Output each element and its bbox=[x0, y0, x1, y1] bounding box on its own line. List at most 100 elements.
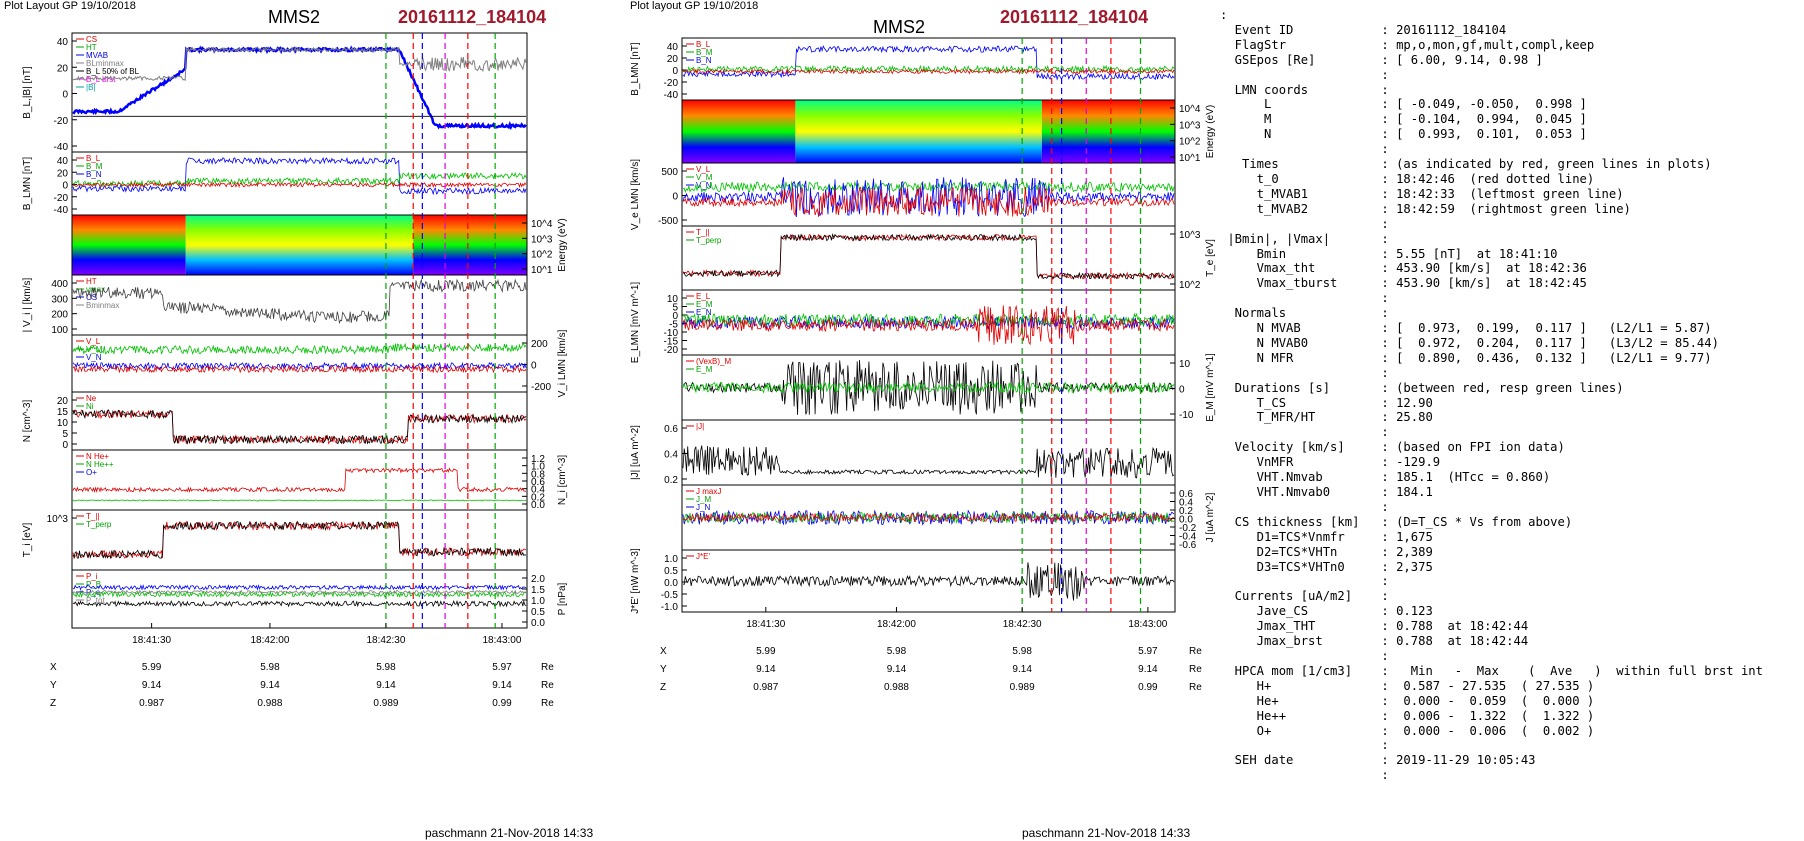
info-line: LMN coords : bbox=[1234, 82, 1389, 97]
mid-ytick-label: 10^3 bbox=[1179, 120, 1201, 131]
left-series-line bbox=[72, 171, 527, 188]
info-line: : bbox=[1381, 499, 1389, 514]
mid-ylabel: J*E' [nW m^-3] bbox=[630, 548, 641, 614]
info-line: Bmin : 5.55 [nT] at 18:41:10 bbox=[1256, 246, 1558, 261]
left-ytick-label: 5 bbox=[62, 429, 68, 440]
left-series-line bbox=[72, 278, 527, 325]
left-orbit-label: X bbox=[50, 662, 57, 673]
info-line: : bbox=[1381, 216, 1389, 231]
left-orbit-unit: Re bbox=[541, 698, 554, 709]
left-ylabel: B_LMN [nT] bbox=[22, 157, 33, 211]
mid-panel-frame bbox=[681, 419, 1176, 486]
mid-legend-label: V_L bbox=[696, 165, 711, 174]
left-series-line bbox=[72, 520, 527, 560]
mid-panel: 1.00.50.0-0.5-1.0 J*E' [nW m^-3] J*E' bbox=[630, 548, 1176, 614]
left-ytick-label: 100 bbox=[51, 325, 68, 336]
info-line: He+ : 0.000 - 0.059 ( 0.000 ) bbox=[1256, 693, 1595, 708]
mid-ytick-label: -10 bbox=[664, 328, 679, 339]
left-ytick-label: 0.5 bbox=[531, 607, 545, 618]
mid-legend-label: J_M bbox=[696, 495, 711, 504]
mid-ytick-label: 10^1 bbox=[1179, 153, 1201, 164]
mid-panel: 500 0 -500 V_e LMN [km/s] V_LV_MV_N bbox=[630, 159, 1176, 230]
mid-ytick-label: 0.4 bbox=[1179, 498, 1193, 509]
mid-legend-label: V_N bbox=[696, 181, 712, 190]
mid-ytick-label: -40 bbox=[664, 90, 679, 101]
mid-series-line bbox=[682, 233, 1175, 280]
left-series-line bbox=[72, 156, 527, 196]
info-line: : bbox=[1381, 142, 1389, 157]
mid-ytick-label: 0.5 bbox=[664, 566, 678, 577]
left-ytick-label: 400 bbox=[51, 279, 68, 290]
mid-ylabel-right: Energy (eV) bbox=[1205, 105, 1216, 158]
left-ytick-label: 1.0 bbox=[531, 462, 545, 473]
info-line: Times : (as indicated by red, green line… bbox=[1242, 157, 1712, 172]
mid-ylabel-right: J [uA m^-2] bbox=[1205, 492, 1216, 542]
left-orbit-value: 9.14 bbox=[492, 680, 512, 691]
mid-orbit-value: 9.14 bbox=[1012, 664, 1032, 675]
mid-orbit-value: 9.14 bbox=[1138, 664, 1158, 675]
mid-series-line bbox=[682, 45, 1175, 81]
mid-orbit-value: 9.14 bbox=[756, 664, 776, 675]
mid-ylabel: |J| [uA m^-2] bbox=[630, 425, 641, 480]
left-ytick-label: -40 bbox=[54, 142, 69, 153]
info-line: : bbox=[1381, 738, 1389, 753]
mid-orbit-value: 5.97 bbox=[1138, 646, 1158, 657]
info-line: CS thickness [km] : (D=T_CS * Vs from ab… bbox=[1234, 514, 1573, 529]
left-ytick-label: 10^3 bbox=[531, 234, 553, 245]
mid-ytick-label: 500 bbox=[661, 167, 678, 178]
left-legend-label: B_L bbox=[86, 154, 101, 163]
left-legend-label: MVAB bbox=[86, 51, 108, 60]
info-line: HPCA mom [1/cm3] : Min - Max ( Ave ) wit… bbox=[1234, 663, 1763, 678]
mid-series-line bbox=[682, 512, 1175, 523]
left-orbit-value: 0.988 bbox=[257, 698, 282, 709]
mid-ytick-label: 5 bbox=[672, 303, 678, 314]
info-line: D3=TCS*VHTn0 : 2,375 bbox=[1256, 559, 1433, 574]
info-line: VHT.Nmvab0 : 184.1 bbox=[1256, 485, 1433, 499]
left-ytick-label: 20 bbox=[57, 63, 69, 74]
mid-ylabel: B_LMN [nT] bbox=[630, 42, 641, 96]
left-ytick-label: 10^4 bbox=[531, 219, 553, 230]
mid-orbit-value: 0.989 bbox=[1010, 682, 1035, 693]
mid-xtick-label: 18:41:30 bbox=[746, 619, 785, 630]
mid-ytick-label: 10^4 bbox=[1179, 104, 1201, 115]
left-xtick-label: 18:43:00 bbox=[483, 635, 522, 646]
info-line: t_0 : 18:42:46 (red dotted line) bbox=[1256, 171, 1595, 186]
info-line: : bbox=[1381, 648, 1389, 663]
left-ytick-label: 20 bbox=[57, 396, 69, 407]
left-spectrogram-block bbox=[413, 215, 527, 275]
left-panel: 1.21.00.80.60.40.20.0 N_i [cm^-3] N He+N H… bbox=[71, 449, 568, 511]
mid-series-line bbox=[682, 68, 1175, 75]
info-line: He++ : 0.006 - 1.322 ( 1.322 ) bbox=[1256, 708, 1595, 723]
mid-ytick-label: 0.6 bbox=[1179, 489, 1193, 500]
left-series-line bbox=[72, 409, 527, 445]
mid-legend-label: E_M bbox=[696, 300, 713, 309]
mid-xtick-label: 18:43:00 bbox=[1128, 619, 1167, 630]
mid-orbit-unit: Re bbox=[1189, 682, 1202, 693]
info-line: Jave_CS : 0.123 bbox=[1256, 604, 1433, 619]
mid-orbit-value: 5.98 bbox=[1012, 646, 1032, 657]
mid-ytick-label: 0.0 bbox=[664, 578, 678, 589]
info-line: Vmax_tht : 453.90 [km/s] at 18:42:36 bbox=[1256, 261, 1587, 276]
mid-series-line bbox=[682, 180, 1175, 194]
mid-legend-label: J maxJ bbox=[696, 487, 721, 496]
mid-ytick-label: 40 bbox=[667, 42, 679, 53]
mid-legend-label: E_N bbox=[696, 308, 712, 317]
left-orbit-value: 5.99 bbox=[142, 662, 162, 673]
left-panel-frame bbox=[71, 334, 528, 393]
left-orbit-value: 9.14 bbox=[142, 680, 162, 691]
mid-series-line bbox=[682, 304, 1175, 346]
mid-ylabel-right: T_e [eV] bbox=[1205, 239, 1216, 277]
left-legend-label: V_L bbox=[86, 337, 101, 346]
left-ylabel-right: N_i [cm^-3] bbox=[557, 455, 568, 505]
mid-ytick-label: 0.2 bbox=[664, 475, 678, 486]
mid-ytick-label: 0.6 bbox=[664, 424, 678, 435]
info-line: VnMFR : -129.9 bbox=[1256, 455, 1441, 470]
left-ytick-label: 1.5 bbox=[531, 585, 545, 596]
info-line: : bbox=[1220, 8, 1228, 22]
info-line: Normals : bbox=[1234, 306, 1389, 321]
mid-ytick-label: 0 bbox=[672, 192, 678, 203]
left-orbit-value: 0.99 bbox=[492, 698, 512, 709]
mid-ytick-label: -10 bbox=[1179, 410, 1194, 421]
left-ylabel: | V_i | [km/s] bbox=[22, 277, 33, 332]
